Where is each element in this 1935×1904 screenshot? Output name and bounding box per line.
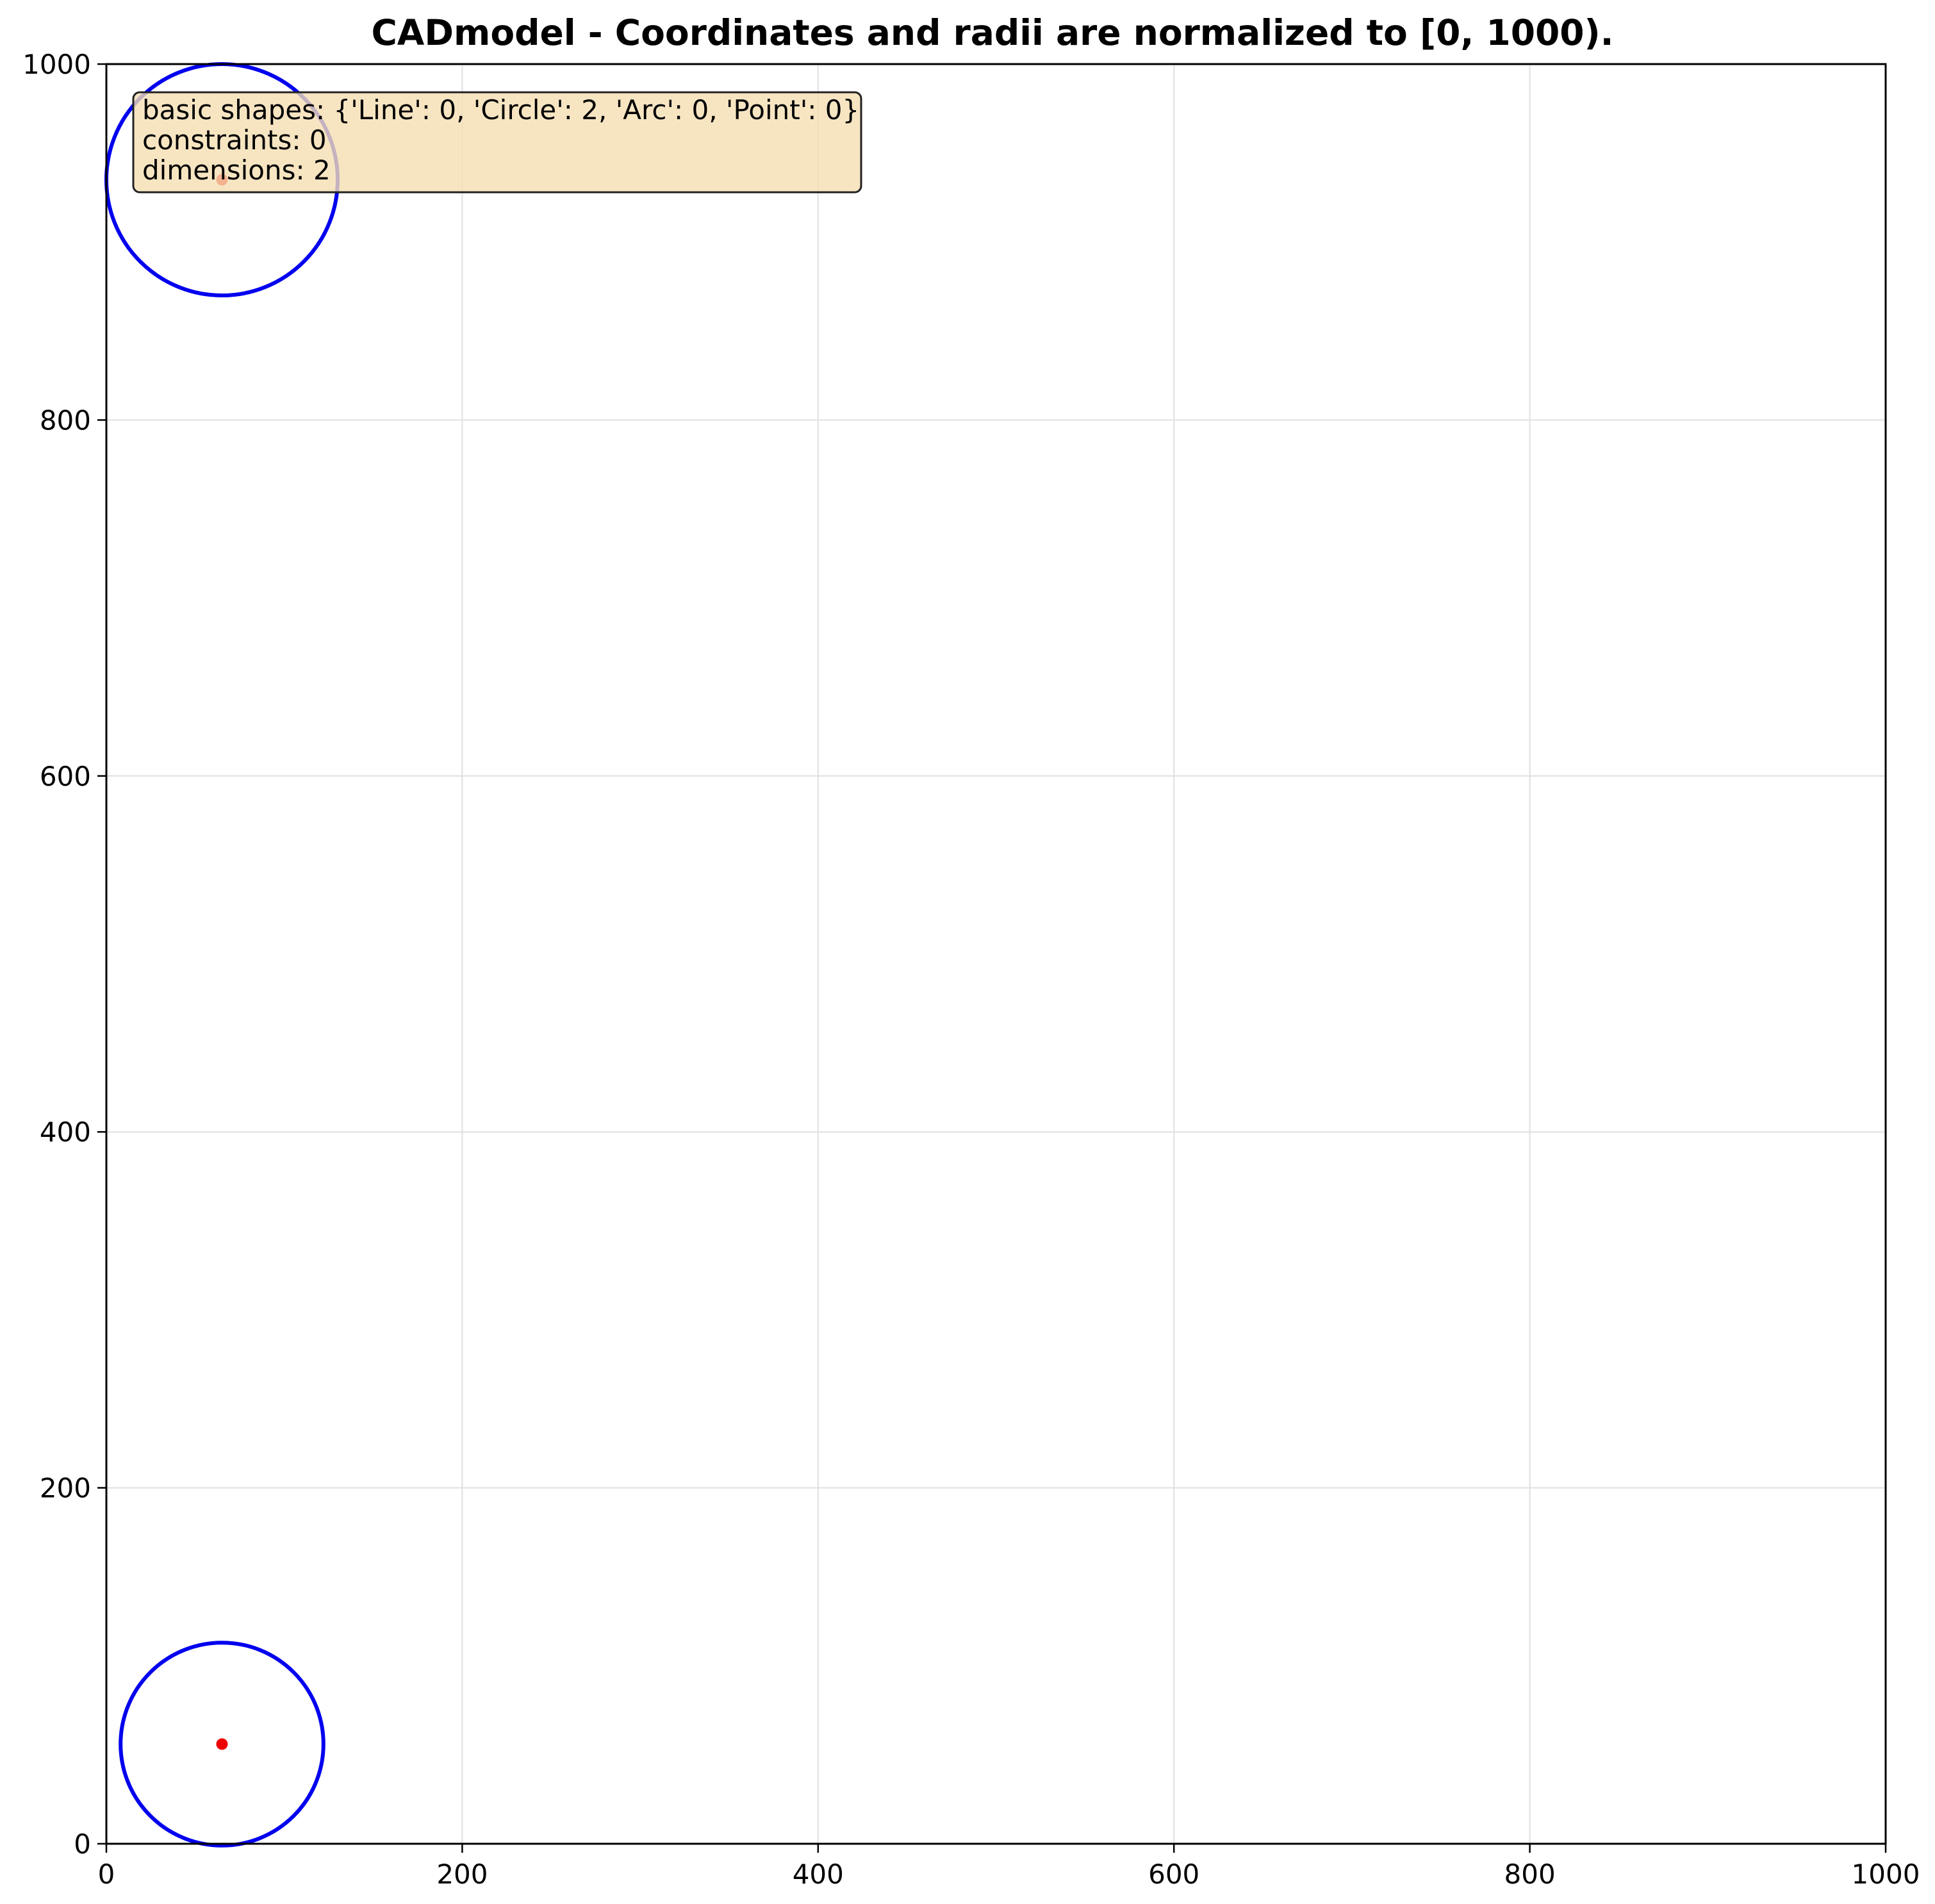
cad-circle <box>119 1641 325 1848</box>
y-tick-label: 0 <box>74 1828 91 1860</box>
x-tick-label: 600 <box>1148 1858 1199 1890</box>
y-tick-label: 800 <box>40 404 91 436</box>
grid <box>106 63 1886 1844</box>
x-tick-label: 400 <box>793 1858 844 1890</box>
y-tick-label: 400 <box>40 1116 91 1148</box>
x-tick-label: 200 <box>436 1858 488 1890</box>
info-line-shapes: basic shapes: {'Line': 0, 'Circle': 2, '… <box>142 94 859 126</box>
y-tick-label: 200 <box>40 1473 91 1504</box>
x-tick-label: 0 <box>98 1858 115 1890</box>
info-box: basic shapes: {'Line': 0, 'Circle': 2, '… <box>132 91 862 194</box>
axes-frame <box>105 63 1887 1845</box>
x-tick-label: 1000 <box>1852 1858 1920 1890</box>
x-tick-label: 800 <box>1504 1858 1556 1890</box>
info-line-constraints: constraints: 0 <box>142 124 327 156</box>
plot-area <box>104 62 340 1848</box>
y-tick-label: 1000 <box>22 49 91 80</box>
y-tick-label: 600 <box>40 761 91 792</box>
info-line-dimensions: dimensions: 2 <box>142 154 331 186</box>
circle-center-point <box>216 1738 228 1750</box>
axis-ticks: 0 200 400 600 800 1000 0 200 400 600 800 1000 <box>22 49 1920 1890</box>
info-box-background <box>132 91 862 194</box>
chart-title: CADmodel - Coordinates and radii are nor… <box>371 12 1613 53</box>
